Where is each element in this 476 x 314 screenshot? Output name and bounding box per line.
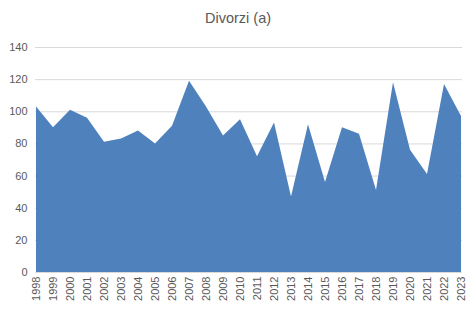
svg-text:2004: 2004 <box>132 277 144 301</box>
svg-text:0: 0 <box>21 266 27 278</box>
svg-text:2000: 2000 <box>64 277 76 301</box>
svg-text:2007: 2007 <box>183 277 195 301</box>
svg-text:120: 120 <box>9 73 27 85</box>
svg-text:2015: 2015 <box>319 277 331 301</box>
svg-text:2005: 2005 <box>149 277 161 301</box>
svg-text:140: 140 <box>9 41 27 53</box>
svg-text:2023: 2023 <box>455 277 467 301</box>
svg-text:80: 80 <box>15 137 27 149</box>
svg-text:2012: 2012 <box>268 277 280 301</box>
svg-text:2022: 2022 <box>438 277 450 301</box>
html-text:Divorzi (a): Divorzi (a) <box>205 10 271 26</box>
svg-text:2017: 2017 <box>353 277 365 301</box>
svg-text:2003: 2003 <box>115 277 127 301</box>
svg-text:2014: 2014 <box>302 277 314 301</box>
svg-text:2001: 2001 <box>81 277 93 301</box>
svg-text:2019: 2019 <box>387 277 399 301</box>
svg-text:1999: 1999 <box>47 277 59 301</box>
svg-text:60: 60 <box>15 170 27 182</box>
svg-text:2011: 2011 <box>251 277 263 301</box>
svg-text:2002: 2002 <box>98 277 110 301</box>
svg-text:2013: 2013 <box>285 277 297 301</box>
svg-text:2016: 2016 <box>336 277 348 301</box>
svg-text:2006: 2006 <box>166 277 178 301</box>
svg-text:20: 20 <box>15 234 27 246</box>
svg-text:2010: 2010 <box>234 277 246 301</box>
svg-text:1998: 1998 <box>30 277 42 301</box>
svg-text:2008: 2008 <box>200 277 212 301</box>
svg-text:2020: 2020 <box>404 277 416 301</box>
svg-text:2021: 2021 <box>421 277 433 301</box>
svg-text:2009: 2009 <box>217 277 229 301</box>
svg-text:2018: 2018 <box>370 277 382 301</box>
svg-text:100: 100 <box>9 105 27 117</box>
svg-text:40: 40 <box>15 202 27 214</box>
